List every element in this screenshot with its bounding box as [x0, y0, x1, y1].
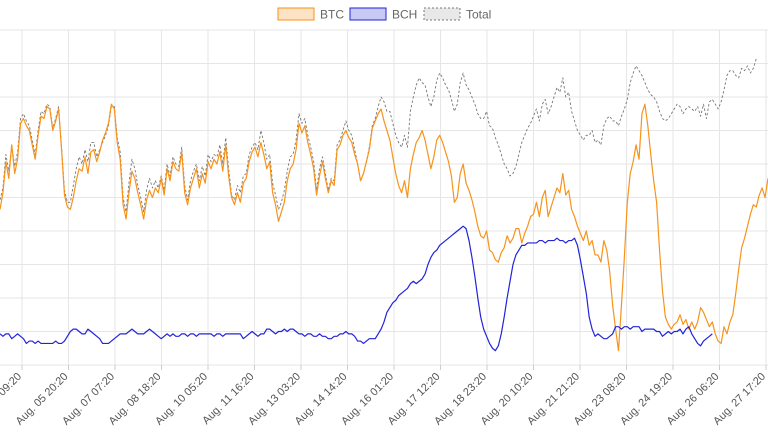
legend-label-btc: BTC [320, 8, 344, 22]
series-layer [0, 58, 768, 352]
legend-swatch-btc [277, 7, 315, 21]
legend-swatch-bch [349, 7, 387, 21]
series-line-btc [0, 103, 768, 352]
legend-label-total: Total [466, 8, 491, 22]
legend-item-btc[interactable]: BTC [277, 7, 344, 22]
legend-item-bch[interactable]: BCH [349, 7, 417, 22]
legend-label-bch: BCH [392, 8, 417, 22]
legend: BTC BCH Total [277, 7, 491, 22]
series-line-total [0, 58, 757, 213]
grid [0, 29, 768, 366]
legend-item-total[interactable]: Total [423, 7, 491, 22]
series-line-bch [0, 225, 713, 352]
legend-swatch-total [423, 7, 461, 21]
